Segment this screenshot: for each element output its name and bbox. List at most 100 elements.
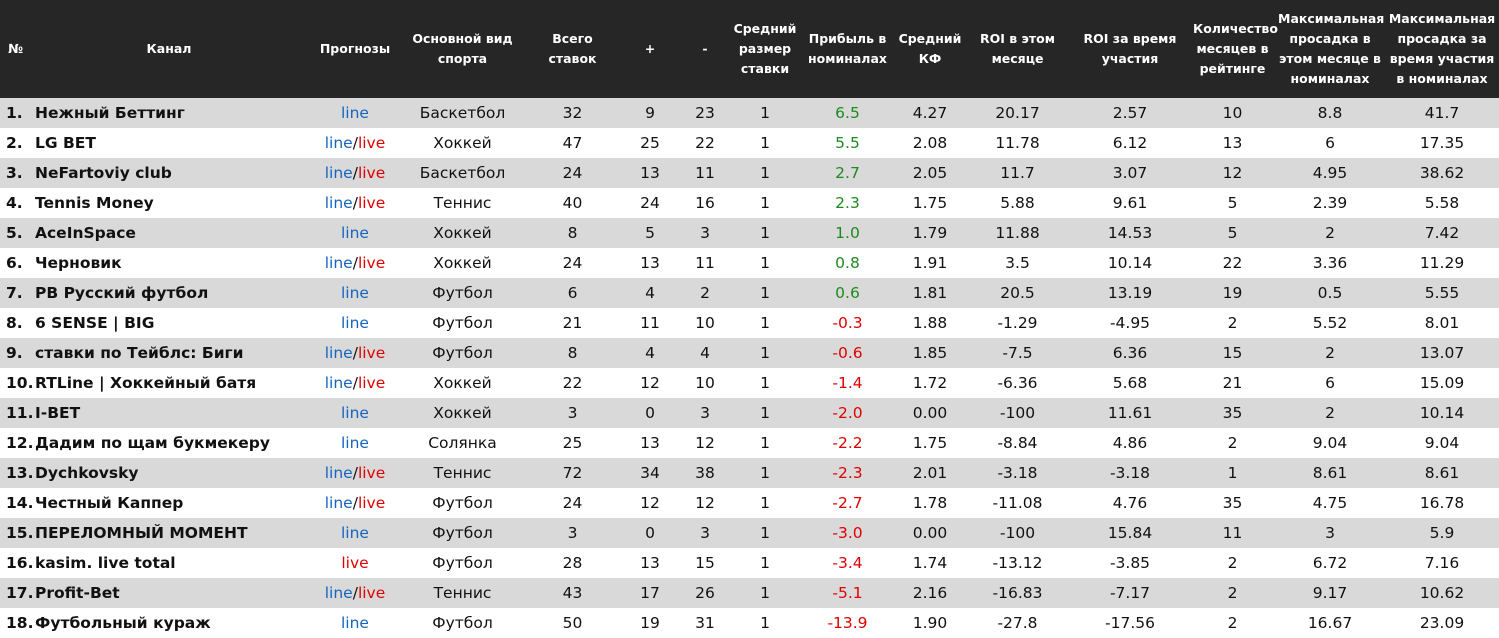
cell: 1: [760, 134, 770, 152]
column-header: Средний КФ: [895, 0, 965, 98]
cell: 12: [1190, 158, 1275, 188]
cell: 4.75: [1312, 494, 1348, 512]
cell: 2.01: [895, 458, 965, 488]
cell: 1: [730, 218, 800, 248]
table-row: 18. Футбольный кураж line Футбол 50 19 31 1 -13.…: [0, 608, 1499, 638]
cell: -16.83: [965, 578, 1070, 608]
forecast-type: line: [341, 434, 369, 452]
profit-cell: 2.3: [835, 194, 860, 212]
cell: 1.79: [895, 218, 965, 248]
cell: -11.08: [992, 494, 1043, 512]
channel-name: Дадим по щам букмекеру: [35, 434, 270, 452]
forecast-type: /: [352, 494, 358, 512]
channel-name: Tennis Money: [35, 194, 154, 212]
table-row: 2. LG BET line/live Хоккей 47 25 22 1 5.5 2.08 11.…: [0, 128, 1499, 158]
column-header: ROI за время участия: [1070, 0, 1190, 98]
table-header: № Канал Прогнозы Основной вид спорта Всего с…: [0, 0, 1499, 98]
cell: -7.5: [965, 338, 1070, 368]
table-row: 9. ставки по Тейблс: Биги line/live Футбол 8…: [0, 338, 1499, 368]
cell: 4.86: [1112, 434, 1148, 452]
column-header: Количество месяцев в рейтинге: [1190, 0, 1278, 98]
column-header: Канал: [28, 0, 310, 98]
forecast-cell: line/live: [310, 188, 400, 218]
row-number: 11.: [0, 398, 33, 428]
forecast-type: live: [357, 194, 386, 212]
table-row: 6. Черновик line/live Хоккей 24 13 11 1 0.8 1.91 3…: [0, 248, 1499, 278]
row-number: 5.: [0, 218, 28, 248]
cell: 2: [1227, 314, 1238, 332]
forecast-type: live: [357, 164, 386, 182]
table-row: 14. Честный Каппер line/live Футбол 24 12 12 1 -…: [0, 488, 1499, 518]
cell: 0.00: [895, 398, 965, 428]
cell: 3: [525, 518, 620, 548]
channel-name: 6 SENSE | BIG: [35, 314, 155, 332]
cell: 10: [695, 314, 715, 332]
cell: 20.17: [965, 98, 1070, 128]
cell: Футбол: [432, 494, 493, 512]
row-number: 17.: [0, 578, 33, 608]
row-number: 2.: [6, 134, 23, 152]
forecast-type: /: [352, 194, 358, 212]
forecast-type: /: [352, 164, 358, 182]
profit-cell: -3.0: [800, 518, 895, 548]
forecast-type: live: [357, 134, 386, 152]
cell: 5.9: [1385, 518, 1499, 548]
cell: Теннис: [400, 458, 525, 488]
cell: 1: [760, 614, 770, 632]
table-row: 5. AceInSpace line Хоккей 8 5 3 1 1.0 1.79 11.88 14…: [0, 218, 1499, 248]
row-number: 3.: [0, 158, 28, 188]
forecast-type: /: [352, 584, 358, 602]
cell: 0: [620, 518, 680, 548]
table-row: 13. Dychkovsky line/live Теннис 72 34 38 1 -2.3 2…: [0, 458, 1499, 488]
channel-name: Футбольный кураж: [35, 614, 211, 632]
cell: 8: [525, 338, 620, 368]
column-header: Максимальная просадка за время участия в…: [1385, 0, 1499, 98]
cell: 1: [730, 458, 800, 488]
table-body: 1. Нежный Беттинг line Баскетбол 32 9 23 1 6.5 4.…: [0, 98, 1499, 638]
forecast-type: line: [324, 464, 353, 482]
channel-name: kasim. live total: [35, 554, 176, 572]
cell: 10: [695, 374, 715, 392]
cell: 9.17: [1275, 578, 1385, 608]
cell: 1: [760, 374, 770, 392]
cell: -100: [965, 398, 1070, 428]
cell: 22: [695, 134, 715, 152]
profit-cell: 6.5: [800, 98, 895, 128]
forecast-type: line: [324, 374, 353, 392]
profit-cell: 0.8: [835, 254, 860, 272]
cell: 14.53: [1070, 218, 1190, 248]
channel-name: RTLine | Хоккейный батя: [35, 374, 257, 392]
profit-cell: -13.9: [827, 614, 868, 632]
cell: 2.39: [1312, 194, 1348, 212]
cell: 2.16: [895, 578, 965, 608]
row-number: 13.: [0, 458, 33, 488]
cell: 2: [1227, 434, 1238, 452]
row-number: 7.: [0, 278, 28, 308]
cell: 72: [525, 458, 620, 488]
forecast-type: line: [341, 104, 369, 122]
cell: 12: [640, 374, 660, 392]
cell: 6.72: [1312, 554, 1348, 572]
column-header: Всего ставок: [525, 0, 620, 98]
channel-name: ПЕРЕЛОМНЫЙ МОМЕНТ: [28, 518, 310, 548]
cell: 2: [1275, 338, 1385, 368]
cell: 1.72: [912, 374, 948, 392]
profit-cell: -2.3: [800, 458, 895, 488]
column-header: ROI в этом месяце: [965, 0, 1070, 98]
cell: Баскетбол: [400, 158, 525, 188]
cell: -8.84: [997, 434, 1038, 452]
forecast-type: line: [324, 254, 353, 272]
cell: 1: [730, 98, 800, 128]
cell: -3.85: [1109, 554, 1151, 572]
cell: 23.09: [1419, 614, 1465, 632]
cell: Солянка: [428, 434, 497, 452]
cell: 3: [680, 218, 730, 248]
row-number: 10.: [6, 374, 34, 392]
cell: 2: [1227, 614, 1238, 632]
cell: 1.85: [895, 338, 965, 368]
cell: 5.58: [1424, 194, 1460, 212]
cell: 1: [730, 158, 800, 188]
forecast-cell: line: [310, 308, 400, 338]
cell: 5: [620, 218, 680, 248]
